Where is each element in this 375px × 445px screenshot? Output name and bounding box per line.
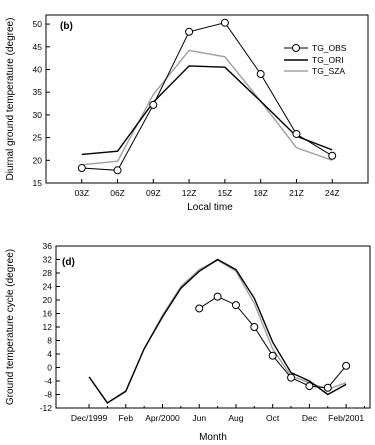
- y-tick-label: 50: [33, 19, 43, 29]
- x-tick-label: Aug: [228, 413, 243, 423]
- panel-b: 15 20 25 30 35 40 45 50 03Z 06Z 09Z 12Z 15Z 18Z 21Z 24…: [5, 14, 369, 213]
- panel-b-label: (b): [60, 21, 73, 32]
- data-point-tg-obs: [328, 151, 337, 160]
- y-tick-label: 20: [43, 295, 53, 305]
- panel-b-x-axis-title: Local time: [187, 202, 233, 213]
- x-tick-label: Jun: [192, 413, 206, 423]
- data-point-tg-obs: [287, 373, 296, 382]
- y-tick-label: -12: [40, 403, 53, 413]
- x-tick-label: 15Z: [218, 188, 233, 198]
- panel-d-y-axis-title: Ground temperature cycle (degree): [5, 249, 16, 405]
- panel-b-y-axis: 15 20 25 30 35 40 45 50: [33, 19, 50, 188]
- data-point-tg-obs: [185, 27, 194, 36]
- y-tick-label: 24: [43, 282, 53, 292]
- data-point-tg-obs: [256, 70, 265, 79]
- series-line-tg-obs: [81, 22, 333, 171]
- x-tick-label: Dec: [302, 413, 318, 423]
- y-tick-label: 16: [43, 309, 53, 319]
- panel-d-plot-frame: [55, 245, 371, 409]
- y-tick-label: 30: [33, 110, 43, 120]
- data-point-tg-obs: [77, 164, 86, 173]
- series-line-tg-sza: [81, 49, 333, 166]
- data-point-tg-obs: [292, 129, 301, 138]
- y-tick-label: 36: [43, 241, 53, 251]
- y-tick-label: 0: [47, 363, 52, 373]
- y-tick-label: 12: [43, 322, 53, 332]
- y-tick-label: 4: [47, 349, 52, 359]
- x-tick-label: 12Z: [182, 188, 197, 198]
- x-tick-label: 06Z: [110, 188, 125, 198]
- x-tick-label: Apr/2000: [145, 413, 180, 423]
- data-point-tg-obs: [342, 361, 351, 370]
- legend-label-tg-sza: TG_SZA: [312, 66, 345, 76]
- y-tick-label: 35: [33, 87, 43, 97]
- data-point-tg-obs: [323, 383, 332, 392]
- y-tick-label: 25: [33, 133, 43, 143]
- panel-d-label: (d): [62, 257, 75, 268]
- data-point-tg-obs: [113, 166, 122, 175]
- panel-b-series: [77, 18, 337, 175]
- x-tick-label: Dec/1999: [71, 413, 108, 423]
- data-point-tg-obs: [305, 382, 314, 391]
- x-tick-label: 24Z: [325, 188, 340, 198]
- data-point-tg-obs: [213, 292, 222, 301]
- y-tick-label: 40: [33, 64, 43, 74]
- panel-b-plot-frame: [45, 14, 369, 184]
- y-tick-label: 28: [43, 268, 53, 278]
- panel-d: -12 -8 -4 0 4 8 12 16 20 24 28 32 36 Dec/1999 Feb Apr/…: [5, 241, 371, 443]
- panel-b-x-axis: 03Z 06Z 09Z 12Z 15Z 18Z 21Z 24Z: [74, 179, 340, 198]
- legend-label-tg-obs: TG_OBS: [312, 43, 347, 53]
- x-tick-label: 03Z: [74, 188, 89, 198]
- y-tick-label: 45: [33, 42, 43, 52]
- x-tick-label: 21Z: [289, 188, 304, 198]
- panel-b-legend: TG_OBS TG_ORI TG_SZA: [284, 43, 347, 76]
- x-tick-label: Feb/2001: [328, 413, 364, 423]
- y-tick-label: 32: [43, 255, 53, 265]
- x-tick-label: Oct: [266, 413, 280, 423]
- panel-d-x-axis: Dec/1999 Feb Apr/2000 Jun Aug Oct Dec Feb/2001: [71, 404, 365, 423]
- series-line-tg-ori: [81, 65, 333, 156]
- y-tick-label: -4: [44, 376, 52, 386]
- y-tick-label: 20: [33, 155, 43, 165]
- series-line-tg-sza: [88, 259, 347, 404]
- x-tick-label: Feb: [118, 413, 133, 423]
- panel-b-y-axis-title: Diurnal ground temperature (degree): [5, 18, 16, 181]
- data-point-tg-obs: [195, 304, 204, 313]
- panel-d-y-axis: -12 -8 -4 0 4 8 12 16 20 24 28 32 36: [40, 241, 60, 413]
- x-tick-label: 09Z: [146, 188, 161, 198]
- data-point-tg-obs: [220, 18, 229, 27]
- legend-marker-tg-obs: [292, 44, 300, 52]
- data-point-tg-obs: [149, 100, 158, 109]
- data-point-tg-obs: [231, 301, 240, 310]
- y-tick-label: -8: [44, 390, 52, 400]
- panel-d-x-axis-title: Month: [199, 432, 227, 443]
- y-tick-label: 15: [33, 178, 43, 188]
- x-tick-label: 18Z: [253, 188, 268, 198]
- data-point-tg-obs: [250, 323, 259, 331]
- legend-label-tg-ori: TG_ORI: [312, 55, 344, 65]
- y-tick-label: 8: [47, 336, 52, 346]
- data-point-tg-obs: [268, 351, 277, 360]
- panel-d-series: [88, 258, 351, 404]
- series-line-tg-ori: [88, 258, 347, 404]
